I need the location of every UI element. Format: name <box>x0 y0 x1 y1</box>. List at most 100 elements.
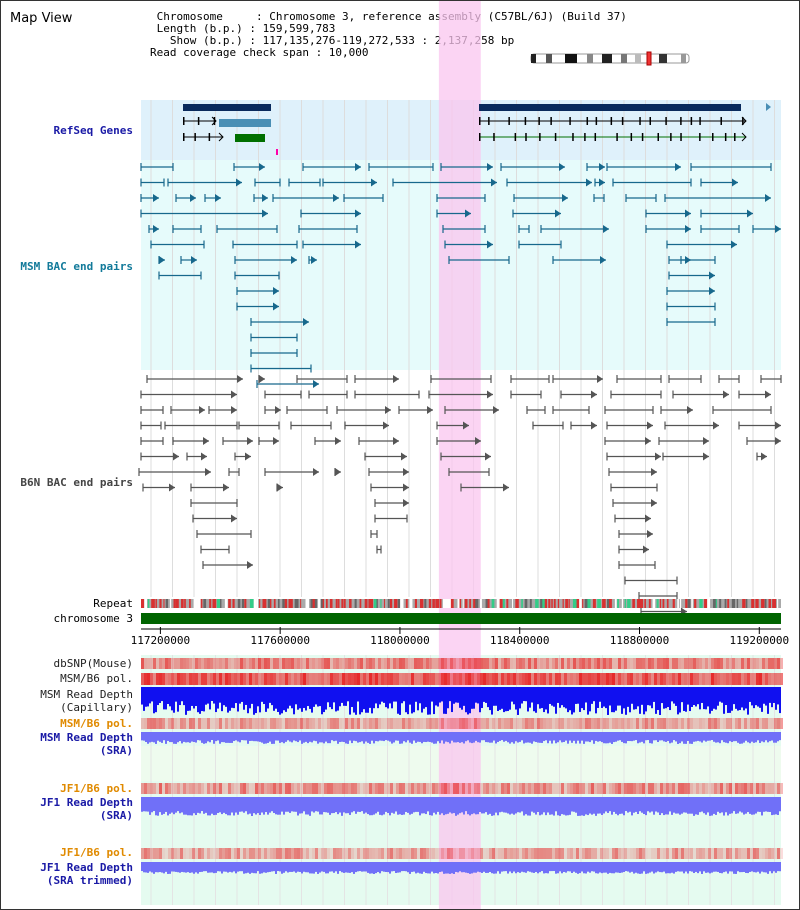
jf1-b6-pol-strip <box>186 783 189 794</box>
jf1-depth-sra-bar <box>469 797 471 816</box>
msm-depth-capillary-bar <box>751 687 753 706</box>
repeat-block <box>572 599 577 608</box>
b6n-bac-arrow <box>231 390 237 399</box>
dbsnp-strip <box>681 658 684 669</box>
jf1-b6-pol-strip <box>603 848 606 859</box>
jf1-b6-pol-strip <box>624 848 627 859</box>
jf1-depth-sra-bar <box>527 797 529 816</box>
jf1-depth-sra-bar <box>727 797 729 816</box>
dbsnp-strip <box>774 658 777 669</box>
jf1-depth-sra-bar <box>493 797 495 816</box>
jf1-b6-pol-strip <box>663 783 666 794</box>
msm-depth-capillary-bar <box>643 687 645 715</box>
repeat-block <box>373 599 377 608</box>
jf1-depth-sra-bar <box>449 797 451 813</box>
msm-b6-pol-strip <box>495 673 498 685</box>
msm-b6-pol-strip <box>159 718 162 729</box>
dbsnp-strip <box>204 658 207 669</box>
jf1-b6-pol-strip <box>453 848 456 859</box>
jf1-depth-trimmed-bar <box>433 862 435 874</box>
msm-depth-capillary-bar <box>267 687 269 709</box>
dbsnp-strip <box>741 658 744 669</box>
msm-b6-pol-strip <box>276 673 279 685</box>
jf1-b6-pol-strip <box>639 848 642 859</box>
msm-depth-capillary-bar <box>539 687 541 709</box>
jf1-depth-trimmed-bar <box>763 862 765 873</box>
b6n-bac-arrow <box>199 406 205 414</box>
msm-b6-pol-strip <box>633 673 636 685</box>
msm-depth-sra-bar <box>717 732 719 743</box>
b6n-bac-arrow <box>231 406 237 414</box>
jf1-depth-sra-bar <box>681 797 683 814</box>
jf1-depth-sra-bar <box>461 797 463 813</box>
jf1-depth-sra-bar <box>261 797 263 813</box>
msm-b6-pol-strip <box>210 673 213 685</box>
msm-b6-pol-strip <box>570 718 573 729</box>
msm-b6-pol-strip <box>543 673 546 685</box>
jf1-depth-sra-bar <box>761 797 763 816</box>
track-label-msm-bac[interactable]: MSM BAC end pairs <box>20 260 133 273</box>
msm-b6-pol-strip <box>321 718 324 729</box>
jf1-depth-sra-bar <box>643 797 645 815</box>
jf1-b6-pol-strip <box>270 783 273 794</box>
dbsnp-strip <box>444 658 447 669</box>
jf1-b6-pol-strip <box>459 783 462 794</box>
dbsnp-strip <box>711 658 714 669</box>
msm-depth-sra-bar <box>169 732 171 743</box>
msm-depth-capillary-bar <box>191 687 193 706</box>
repeat-block <box>181 599 184 608</box>
dbsnp-strip <box>198 658 201 669</box>
jf1-depth-trimmed-bar <box>145 862 147 873</box>
jf1-depth-sra-bar <box>169 797 171 814</box>
msm-depth-capillary-bar <box>249 687 251 709</box>
dbsnp-strip <box>501 658 504 669</box>
dbsnp-strip <box>549 658 552 669</box>
msm-b6-pol-strip <box>705 718 708 729</box>
jf1-depth-trimmed-bar <box>301 862 303 874</box>
track-label-refseq[interactable]: RefSeq Genes <box>53 124 133 137</box>
jf1-b6-pol-strip <box>615 783 618 794</box>
msm-depth-sra-bar <box>331 732 333 741</box>
jf1-depth-sra-bar <box>247 797 249 815</box>
msm-b6-pol-strip <box>168 673 171 685</box>
msm-b6-pol-strip <box>642 718 645 729</box>
msm-depth-sra-bar <box>779 732 781 741</box>
msm-b6-pol-strip <box>573 673 576 685</box>
msm-bac-arrow <box>355 209 361 218</box>
dbsnp-strip <box>327 658 330 669</box>
msm-depth-sra-bar <box>573 732 575 741</box>
dbsnp-strip <box>243 658 246 669</box>
jf1-depth-sra-bar <box>689 797 691 814</box>
jf1-b6-pol-strip <box>675 848 678 859</box>
msm-b6-pol-strip <box>534 718 537 729</box>
jf1-b6-pol-strip <box>681 783 684 794</box>
repeat-block <box>699 599 703 608</box>
jf1-b6-pol-strip <box>315 848 318 859</box>
axis-tick-label: 118400000 <box>489 634 550 647</box>
msm-b6-pol-strip <box>744 673 747 685</box>
jf1-b6-pol-strip <box>189 783 192 794</box>
jf1-depth-trimmed-bar <box>741 862 743 873</box>
jf1-depth-trimmed-bar <box>481 862 483 873</box>
jf1-depth-trimmed-bar <box>169 862 171 874</box>
msm-b6-pol-strip <box>606 718 609 729</box>
jf1-depth-trimmed-bar <box>703 862 705 872</box>
msm-b6-pol-strip <box>171 718 174 729</box>
jf1-b6-pol-strip <box>645 783 648 794</box>
msm-b6-pol-strip <box>417 718 420 729</box>
jf1-depth-trimmed-bar <box>329 862 331 872</box>
jf1-b6-pol-strip <box>441 783 444 794</box>
jf1-b6-pol-strip <box>666 783 669 794</box>
exon-tick <box>554 133 557 141</box>
jf1-depth-trimmed-bar <box>563 862 565 872</box>
msm-depth-capillary-bar <box>245 687 247 705</box>
jf1-b6-pol-strip <box>360 848 363 859</box>
msm-b6-pol-strip <box>615 673 618 685</box>
b6n-bac-arrow <box>403 499 409 507</box>
msm-b6-pol-strip <box>777 673 780 685</box>
dbsnp-strip <box>153 658 156 669</box>
b6n-bac-arrow <box>237 375 243 383</box>
msm-depth-capillary-bar <box>439 687 441 703</box>
track-label-b6n-bac[interactable]: B6N BAC end pairs <box>20 476 133 489</box>
